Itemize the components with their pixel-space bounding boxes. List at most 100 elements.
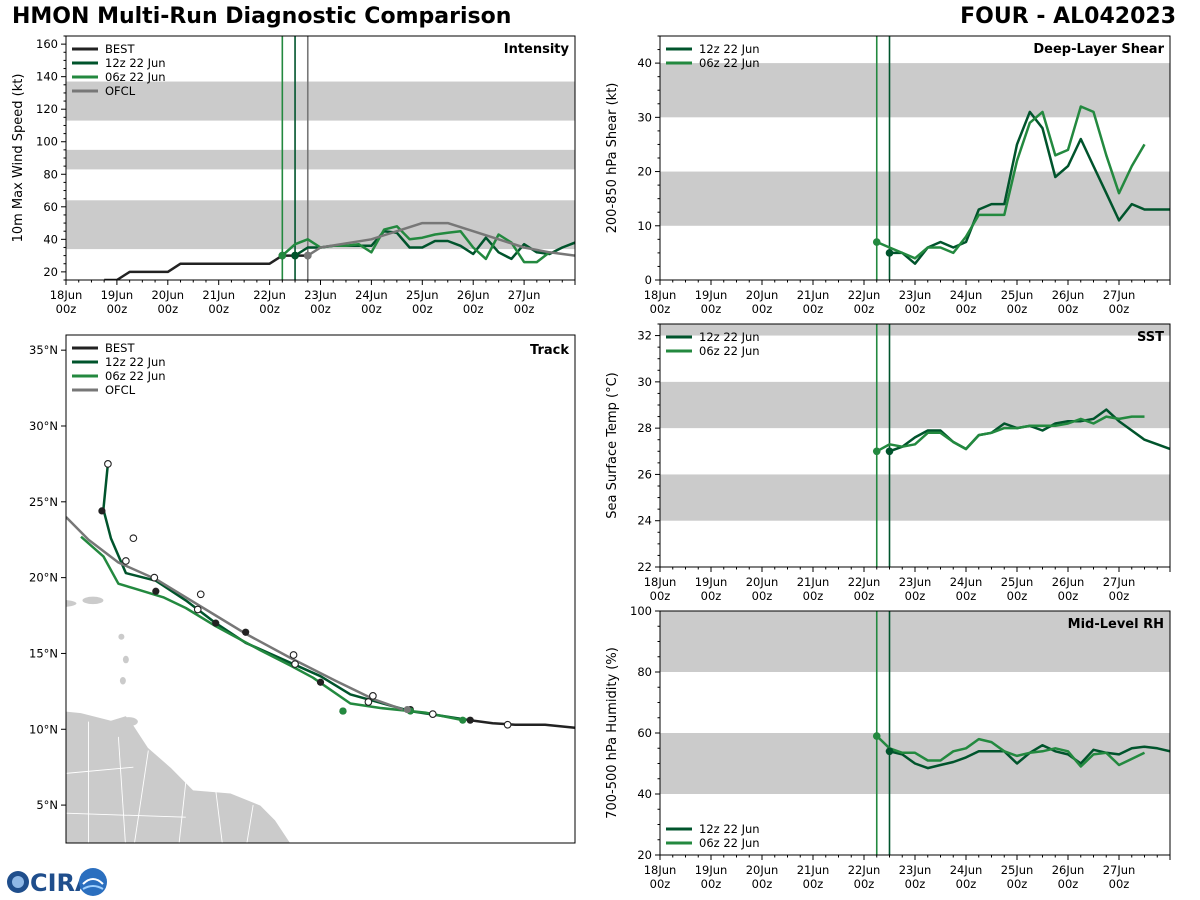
x-tick-label: 20Jun — [151, 288, 184, 302]
x-tick-sublabel: 00z — [1109, 589, 1130, 603]
x-tick-sublabel: 00z — [157, 302, 178, 316]
x-tick-sublabel: 00z — [752, 877, 773, 891]
x-tick-label: 19Jun — [695, 575, 728, 589]
x-tick-label: 21Jun — [797, 575, 830, 589]
y-tick-label: 26 — [637, 467, 652, 481]
lat-tick-label: 20°N — [29, 571, 58, 585]
track-marker — [459, 716, 467, 724]
x-tick-sublabel: 00z — [752, 589, 773, 603]
y-axis-label: 200-850 hPa Shear (kt) — [605, 83, 620, 234]
x-tick-sublabel: 00z — [1058, 302, 1079, 316]
panel-shear: 01020304018Jun00z19Jun00z20Jun00z21Jun00… — [605, 35, 1171, 316]
x-tick-label: 20Jun — [746, 288, 779, 302]
x-tick-sublabel: 00z — [905, 589, 926, 603]
track-open-marker — [104, 460, 112, 468]
x-tick-sublabel: 00z — [803, 877, 824, 891]
x-tick-label: 27Jun — [1103, 575, 1136, 589]
series-line — [875, 735, 1146, 768]
threshold-band — [66, 200, 575, 250]
axes-frame — [65, 334, 576, 844]
x-tick-sublabel: 00z — [1058, 877, 1079, 891]
y-tick-label: 32 — [637, 329, 652, 343]
x-tick-label: 25Jun — [1001, 575, 1034, 589]
panel-sst: 22242628303218Jun00z19Jun00z20Jun00z21Ju… — [605, 323, 1171, 603]
y-tick-label: 120 — [36, 102, 58, 116]
x-tick-sublabel: 00z — [701, 877, 722, 891]
series-line — [876, 105, 1146, 260]
legend-label: 06z 22 Jun — [699, 836, 760, 850]
track-open-marker — [129, 534, 138, 543]
x-tick-sublabel: 00z — [310, 302, 331, 316]
y-tick-label: 40 — [637, 56, 652, 70]
y-tick-label: 20 — [43, 265, 58, 279]
y-tick-label: 40 — [43, 232, 58, 246]
x-tick-label: 23Jun — [899, 575, 932, 589]
track-line — [80, 535, 463, 722]
series-marker — [885, 747, 894, 756]
y-tick-label: 20 — [637, 165, 652, 179]
x-tick-sublabel: 00z — [412, 302, 433, 316]
series-marker — [872, 238, 881, 246]
x-tick-label: 21Jun — [202, 288, 235, 302]
track-marker — [466, 716, 474, 724]
lat-tick-label: 25°N — [29, 495, 58, 509]
y-tick-label: 0 — [645, 273, 652, 287]
panel-title: Deep-Layer Shear — [1033, 42, 1164, 57]
x-tick-label: 20Jun — [746, 863, 779, 877]
y-tick-label: 100 — [630, 604, 652, 618]
x-tick-sublabel: 00z — [1007, 589, 1028, 603]
x-tick-sublabel: 00z — [956, 302, 977, 316]
series-marker — [885, 447, 894, 456]
x-tick-label: 18Jun — [644, 288, 677, 302]
track-open-marker — [291, 660, 299, 668]
y-tick-label: 140 — [36, 70, 58, 84]
island — [119, 676, 126, 685]
series-marker — [278, 251, 287, 260]
x-tick-label: 26Jun — [457, 288, 490, 302]
storm-id-title: FOUR - AL042023 — [960, 4, 1176, 29]
y-tick-label: 60 — [637, 726, 652, 740]
legend-label: 12z 22 Jun — [105, 56, 166, 70]
x-tick-sublabel: 00z — [905, 302, 926, 316]
series-marker — [872, 732, 881, 740]
legend-label: 12z 22 Jun — [699, 42, 760, 56]
legend-label: 12z 22 Jun — [699, 330, 760, 344]
x-tick-sublabel: 00z — [650, 589, 671, 603]
x-tick-label: 27Jun — [1103, 288, 1136, 302]
x-tick-sublabel: 00z — [701, 589, 722, 603]
south-america-land — [66, 710, 292, 843]
series-line — [307, 221, 575, 257]
x-tick-sublabel: 00z — [259, 302, 280, 316]
y-tick-label: 24 — [637, 514, 652, 528]
x-tick-label: 23Jun — [899, 288, 932, 302]
x-tick-label: 24Jun — [950, 288, 983, 302]
x-tick-sublabel: 00z — [1058, 589, 1079, 603]
x-tick-sublabel: 00z — [361, 302, 382, 316]
panel-intensity: 2040608010012014016018Jun00z19Jun00z20Ju… — [11, 35, 576, 316]
panel-rh: 2040608010018Jun00z19Jun00z20Jun00z21Jun… — [605, 604, 1171, 891]
legend-label: 06z 22 Jun — [699, 56, 760, 70]
y-axis-label: 10m Max Wind Speed (kt) — [11, 74, 26, 243]
track-open-marker — [428, 710, 437, 718]
track-marker — [339, 707, 347, 715]
track-marker — [212, 619, 220, 627]
x-tick-label: 22Jun — [848, 863, 881, 877]
x-tick-sublabel: 00z — [1109, 302, 1130, 316]
x-tick-sublabel: 00z — [854, 877, 875, 891]
y-axis-label: 700-500 hPa Humidity (%) — [605, 647, 620, 819]
x-tick-sublabel: 00z — [701, 302, 722, 316]
x-tick-label: 24Jun — [355, 288, 388, 302]
x-tick-sublabel: 00z — [463, 302, 484, 316]
border-line — [117, 736, 126, 843]
x-tick-sublabel: 00z — [514, 302, 535, 316]
border-line — [66, 812, 186, 818]
island — [66, 599, 77, 607]
threshold-band — [66, 149, 575, 170]
lat-tick-label: 35°N — [29, 343, 58, 357]
x-tick-sublabel: 00z — [854, 302, 875, 316]
series-marker — [872, 447, 881, 456]
